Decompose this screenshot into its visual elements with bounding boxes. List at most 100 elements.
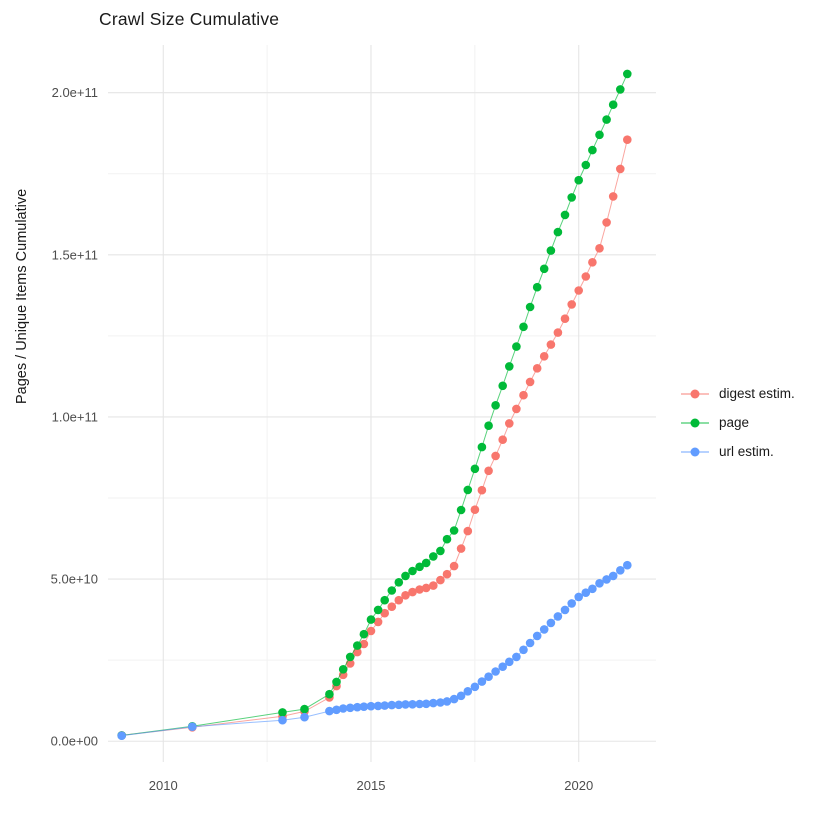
data-point-url-estim [429, 698, 438, 708]
data-point-url-estim [325, 706, 334, 716]
data-point-url-estim [567, 599, 576, 608]
series-line-digest-estim [121, 139, 628, 736]
data-point-url-estim [408, 700, 417, 709]
y-tick-label: 1.5e+11 [52, 247, 98, 262]
data-point-url-estim [456, 691, 466, 701]
data-point-digest-estim [484, 466, 493, 476]
data-point-digest-estim [595, 244, 604, 253]
data-point-url-estim [574, 592, 583, 602]
data-point-digest-estim [553, 328, 563, 337]
data-point-page [588, 145, 597, 155]
data-point-url-estim [491, 667, 500, 676]
x-tick-label: 2015 [357, 778, 386, 793]
data-point-url-estim [188, 722, 197, 731]
data-point-page [525, 302, 535, 312]
data-point-digest-estim [567, 300, 576, 309]
data-point-digest-estim [429, 581, 438, 590]
data-point-page [380, 595, 390, 605]
data-point-digest-estim [401, 591, 410, 600]
series-line-page [121, 73, 628, 736]
data-point-page [463, 485, 473, 495]
chart-title: Crawl Size Cumulative [99, 9, 280, 29]
legend-label-digest-estim: digest estim. [719, 386, 795, 401]
legend-item-page: page [680, 408, 795, 437]
legend-item-url-estim: url estim. [680, 437, 795, 466]
data-point-url-estim [449, 694, 459, 704]
data-point-page [477, 442, 487, 452]
y-tick-label: 2.0e+11 [52, 85, 98, 100]
data-point-digest-estim [359, 639, 369, 649]
data-point-digest-estim [560, 314, 570, 324]
data-point-page [436, 546, 445, 556]
data-point-digest-estim [456, 544, 466, 553]
data-point-digest-estim [532, 364, 542, 373]
data-point-page [539, 264, 549, 274]
data-point-url-estim [387, 700, 397, 710]
data-point-digest-estim [491, 451, 500, 461]
data-point-page [505, 362, 514, 371]
data-point-page [519, 322, 528, 332]
data-point-page [532, 282, 542, 292]
data-point-url-estim [436, 698, 445, 707]
legend-key-dot [690, 418, 700, 427]
data-point-digest-estim [608, 192, 618, 201]
data-point-url-estim [353, 702, 362, 712]
data-point-page [421, 558, 431, 568]
data-point-page [278, 708, 287, 717]
data-point-url-estim [401, 700, 410, 709]
data-point-url-estim [415, 699, 424, 709]
data-point-page [470, 464, 480, 474]
data-point-page [345, 652, 355, 662]
data-point-page [366, 615, 376, 624]
data-point-digest-estim [546, 340, 556, 349]
y-tick-label: 0.0e+00 [51, 734, 98, 749]
data-point-url-estim [463, 687, 473, 696]
data-point-page [623, 69, 632, 79]
data-point-page [325, 689, 334, 699]
data-point-url-estim [345, 703, 355, 713]
data-point-page [338, 665, 348, 674]
data-point-page [387, 586, 397, 595]
legend-key-digest-estim [681, 389, 709, 398]
data-point-url-estim [512, 652, 521, 662]
data-point-page [484, 421, 493, 431]
data-point-url-estim [608, 571, 618, 581]
data-point-url-estim [366, 701, 376, 711]
series-digest-estim [117, 135, 632, 740]
data-point-digest-estim [477, 485, 487, 495]
data-point-url-estim [581, 588, 591, 597]
data-point-url-estim [394, 700, 404, 710]
legend-label-page: page [719, 415, 750, 430]
data-point-url-estim [553, 612, 563, 621]
data-point-digest-estim [616, 164, 625, 174]
data-point-url-estim [484, 672, 493, 681]
data-point-digest-estim [512, 404, 521, 414]
data-point-digest-estim [505, 419, 514, 428]
data-point-url-estim [380, 701, 390, 710]
data-point-page [498, 381, 508, 391]
data-point-url-estim [560, 605, 570, 615]
data-point-page [512, 342, 521, 351]
data-point-page [456, 505, 466, 515]
data-point-digest-estim [387, 602, 397, 611]
data-point-url-estim [505, 657, 514, 667]
data-point-url-estim [623, 560, 632, 570]
data-point-page [491, 401, 500, 410]
y-tick-label: 1.0e+11 [52, 409, 98, 424]
data-point-page [401, 571, 410, 581]
data-point-page [616, 85, 625, 94]
data-point-page [300, 704, 309, 714]
data-point-digest-estim [525, 377, 535, 387]
legend-key-dot [690, 447, 700, 456]
data-point-digest-estim [436, 575, 445, 585]
x-tick-label: 2020 [564, 778, 593, 793]
legend-key-url-estim [681, 447, 709, 456]
data-point-url-estim [602, 575, 611, 584]
data-point-url-estim [477, 677, 487, 686]
data-point-page [595, 130, 604, 140]
data-point-page [359, 629, 369, 639]
data-point-digest-estim [463, 526, 473, 536]
data-point-digest-estim [366, 626, 376, 636]
data-point-page [574, 175, 583, 185]
